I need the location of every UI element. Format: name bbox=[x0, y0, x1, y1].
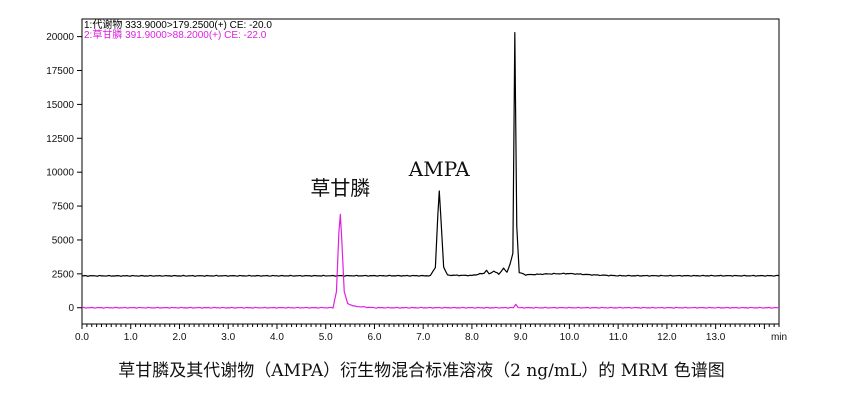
y-tick-label: 17500 bbox=[46, 66, 74, 77]
y-tick-label: 2500 bbox=[52, 269, 75, 280]
y-tick-label: 0 bbox=[68, 303, 74, 314]
y-tick-label: 10000 bbox=[46, 168, 74, 179]
x-tick-label: 1.0 bbox=[124, 332, 138, 343]
x-tick-label: 9.0 bbox=[514, 332, 528, 343]
x-unit-label: min bbox=[771, 332, 787, 343]
peak-annotation-1: 草甘膦 bbox=[310, 176, 370, 200]
x-tick-label: 4.0 bbox=[270, 332, 284, 343]
x-tick-label: 10.0 bbox=[560, 332, 580, 343]
series-line-2 bbox=[82, 213, 780, 309]
y-tick-label: 12500 bbox=[46, 134, 74, 145]
series-line-1 bbox=[81, 32, 780, 277]
x-tick-label: 11.0 bbox=[609, 332, 628, 343]
x-tick-label: 0.0 bbox=[75, 332, 89, 343]
y-tick-label: 5000 bbox=[52, 235, 75, 246]
chromatogram-chart: 0 2500 5000 7500 10000 12500 15000 17500 20000 0… bbox=[46, 18, 787, 343]
y-tick-label: 15000 bbox=[46, 100, 74, 111]
legend-entry-1: 1:代谢物 333.9000>179.2500(+) CE: -20.0 bbox=[84, 18, 272, 31]
y-tick-label: 7500 bbox=[52, 202, 75, 213]
x-tick-label: 12.0 bbox=[657, 332, 677, 343]
x-tick-label: 3.0 bbox=[221, 332, 235, 343]
x-tick-label: 7.0 bbox=[416, 332, 430, 343]
x-axis: 0.0 1.0 2.0 3.0 4.0 5.0 6.0 7.0 8.0 9.0 10.0 11.0 12… bbox=[75, 324, 787, 343]
x-tick-label: 5.0 bbox=[319, 332, 333, 343]
x-tick-label: 6.0 bbox=[367, 332, 381, 343]
annotations: 草甘膦 AMPA bbox=[310, 157, 470, 200]
figure-caption: 草甘膦及其代谢物（AMPA）衍生物混合标准溶液（2 ng/mL）的 MRM 色谱… bbox=[118, 361, 725, 381]
x-tick-label: 2.0 bbox=[173, 332, 187, 343]
y-tick-label: 20000 bbox=[46, 32, 74, 43]
peak-annotation-2: AMPA bbox=[408, 157, 471, 181]
series-layer bbox=[81, 32, 780, 309]
legend: 1:代谢物 333.9000>179.2500(+) CE: -20.02:草甘… bbox=[84, 18, 272, 41]
y-axis: 0 2500 5000 7500 10000 12500 15000 17500 20000 bbox=[46, 32, 82, 314]
plot-frame bbox=[81, 18, 780, 325]
x-tick-label: 13.0 bbox=[706, 332, 726, 343]
x-tick-label: 8.0 bbox=[465, 332, 479, 343]
legend-entry-2: 2:草甘膦 391.9000>88.2000(+) CE: -22.0 bbox=[84, 28, 267, 41]
